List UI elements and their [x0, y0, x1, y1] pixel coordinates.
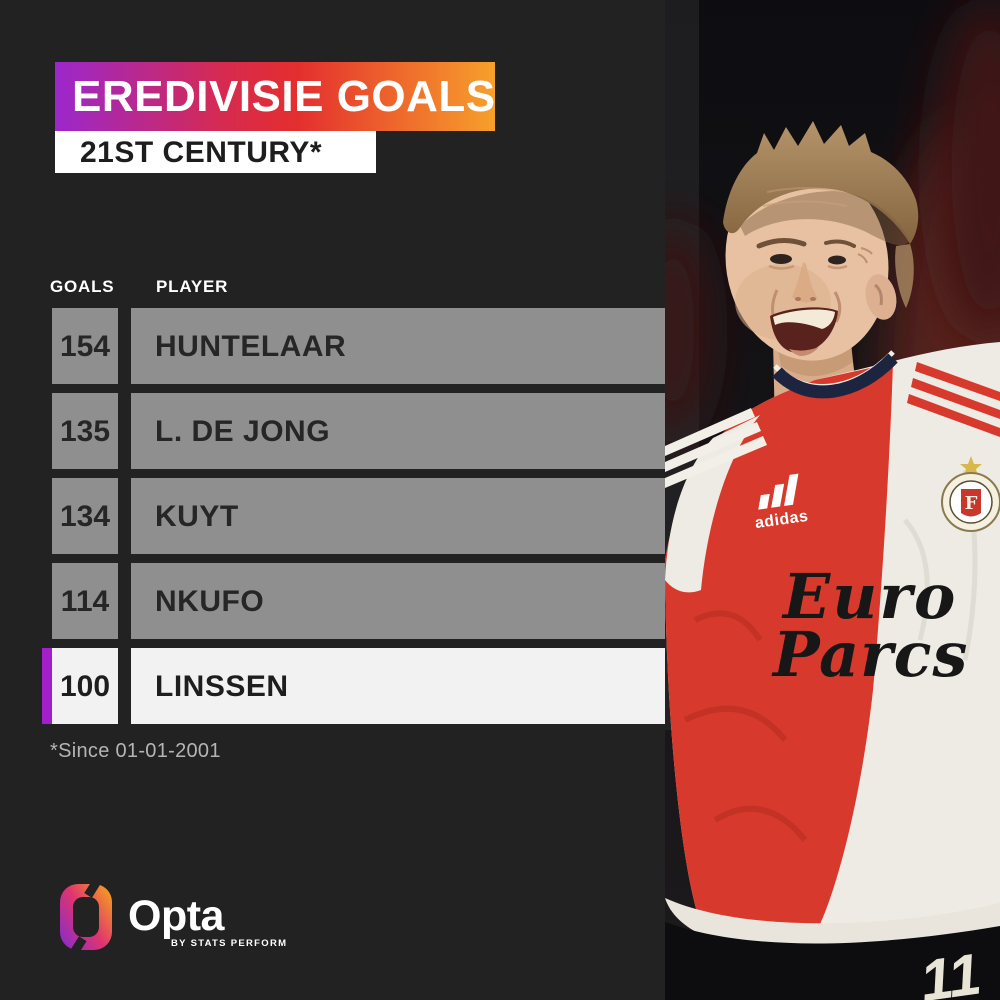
goals-cell: 114 [52, 563, 118, 639]
table-row: 135 L. DE JONG [0, 393, 700, 469]
shorts [665, 922, 1000, 1000]
opta-logo-icon [60, 881, 112, 953]
shirt-sponsor-line1: Euro [781, 560, 957, 633]
player-column-header: PLAYER [156, 277, 229, 296]
player-cell: HUNTELAAR [131, 308, 666, 384]
shoulder-stripes-left [665, 408, 767, 488]
player-cell: NKUFO [131, 563, 666, 639]
table-row: 134 KUYT [0, 478, 700, 554]
goals-cell: 135 [52, 393, 118, 469]
goals-cell: 154 [52, 308, 118, 384]
shoulder-stripes-right [907, 362, 1000, 437]
player-photo: 11 adidas F Euro Parcs [665, 0, 1000, 1000]
goals-cell: 100 [52, 648, 118, 724]
row-accent-bar [42, 648, 52, 724]
table-row: 114 NKUFO [0, 563, 700, 639]
title-banner: EREDIVISIE GOALS [55, 62, 495, 131]
player-cell: LINSSEN [131, 648, 666, 724]
svg-text:F: F [965, 493, 978, 514]
hair [723, 121, 919, 244]
goals-column-header: GOALS [50, 277, 115, 296]
opta-byline: BY STATS PERFORM [171, 938, 288, 949]
subtitle-banner: 21ST CENTURY* [55, 131, 376, 173]
feyenoord-shirt: 11 adidas F Euro Parcs [665, 342, 1000, 1000]
shorts-number: 11 [916, 941, 985, 1000]
opta-wordmark: Opta [128, 892, 224, 940]
eye [828, 255, 846, 265]
shirt-red-half [665, 363, 893, 941]
goals-cell: 134 [52, 478, 118, 554]
footnote: *Since 01-01-2001 [50, 740, 221, 762]
player-cell: KUYT [131, 478, 666, 554]
table-row: 154 HUNTELAAR [0, 308, 700, 384]
table-row-highlighted: 100 LINSSEN [0, 648, 700, 724]
eye [770, 254, 792, 264]
feyenoord-crest: F [941, 456, 1000, 532]
crest-star [960, 456, 982, 477]
shirt-sponsor-line2: Parcs [771, 618, 968, 691]
player-cell: L. DE JONG [131, 393, 666, 469]
